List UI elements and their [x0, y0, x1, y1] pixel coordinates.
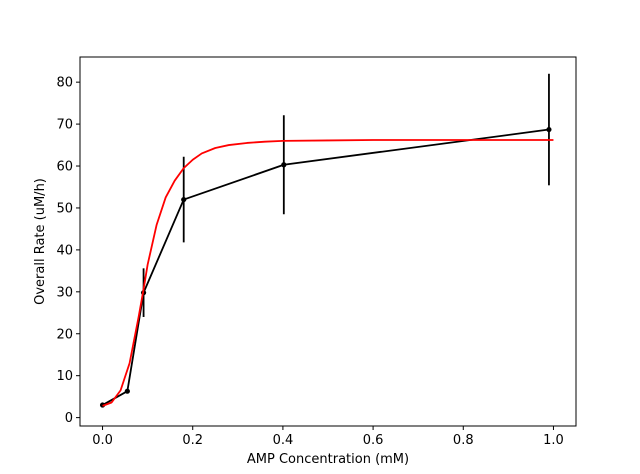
y-tick-label: 60: [56, 160, 73, 175]
x-tick-label: 0.0: [92, 433, 113, 448]
axes-frame: [79, 56, 577, 427]
y-tick-label: 40: [56, 243, 73, 258]
y-tick-label: 0: [65, 411, 73, 426]
y-tick-label: 70: [56, 118, 73, 133]
axes: 0.0 0.2 0.4 0.6 0.8 1.0 0 10 20 30 40 50 60 70 80: [56, 56, 577, 448]
y-tick-label: 30: [56, 285, 73, 300]
y-axis-label: Overall Rate (uM/h): [33, 178, 48, 305]
x-tick-label: 0.8: [453, 433, 474, 448]
x-tick-label: 0.4: [273, 433, 294, 448]
plot-area: [99, 73, 554, 408]
x-axis-label: AMP Concentration (mM): [247, 452, 409, 467]
y-tick-label: 80: [56, 76, 73, 91]
x-tick-label: 0.2: [182, 433, 203, 448]
y-tick-label: 20: [56, 327, 73, 342]
data-line: [102, 128, 550, 406]
series-1-group: [102, 139, 554, 407]
y-tick-label: 10: [56, 369, 73, 384]
data-point: [181, 196, 187, 203]
x-tick-label: 1.0: [543, 433, 564, 448]
data-point: [546, 126, 552, 133]
fit-curve-line: [102, 139, 554, 407]
data-point: [281, 162, 287, 168]
y-tick-label: 50: [56, 201, 73, 216]
data-point: [124, 388, 130, 394]
x-tick-label: 0.6: [363, 433, 384, 448]
